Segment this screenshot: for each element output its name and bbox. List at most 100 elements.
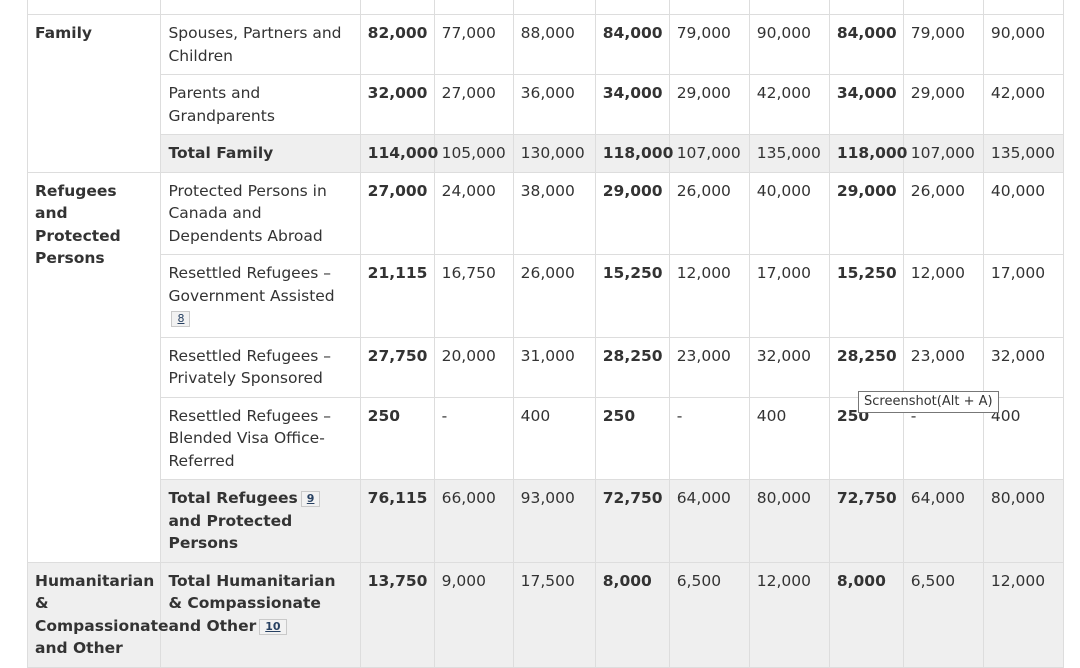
value-cell: 23,000 xyxy=(902,336,984,398)
value-cell: 17,000 xyxy=(982,254,1065,338)
row-label: Parents and Grandparents xyxy=(160,74,361,135)
value-cell: 32,000 xyxy=(359,74,435,135)
value-cell: 90,000 xyxy=(982,14,1065,75)
value-cell: 16,750 xyxy=(433,254,514,338)
value-cell: 84,000 xyxy=(594,14,670,75)
value-cell: 76,115 xyxy=(359,479,435,563)
value-cell: 6,500 xyxy=(902,561,984,668)
value-cell: 130,000 xyxy=(512,134,596,173)
value-cell: 105,000 xyxy=(433,134,514,173)
value-cell: 34,000 xyxy=(828,74,904,135)
value-cell: 42,000 xyxy=(748,74,830,135)
category-refugees: Refugees and Protected Persons xyxy=(26,171,162,563)
value-cell: 90,000 xyxy=(748,14,830,75)
total-label-text: Total Humanitarian & Compassionate and O… xyxy=(168,571,336,635)
value-cell: 12,000 xyxy=(748,561,830,668)
value-cell: 29,000 xyxy=(594,171,670,255)
table-row: Refugees and Protected Persons Protected… xyxy=(26,171,1065,563)
value-cell: 118,000 xyxy=(594,134,673,173)
row-label: Resettled Refugees – Blended Visa Office… xyxy=(160,396,361,480)
value-cell: - xyxy=(668,396,750,480)
total-label-part: and Protected Persons xyxy=(168,511,293,553)
value-cell: 80,000 xyxy=(748,479,830,563)
value-cell: 24,000 xyxy=(433,171,514,255)
value-cell: 42,000 xyxy=(982,74,1065,135)
row-label: Resettled Refugees – Privately Sponsored xyxy=(160,336,361,398)
total-row: Total Refugees 9 and Protected Persons 76,… xyxy=(28,479,1065,563)
value-cell: 107,000 xyxy=(668,134,750,173)
total-row: Total Family 114,000 105,000 130,000 118… xyxy=(28,134,1065,173)
value-cell: 400 xyxy=(748,396,830,480)
value-cell: 15,250 xyxy=(828,254,904,338)
row-label: Resettled Refugees – Government Assisted… xyxy=(160,254,361,338)
value-cell: 118,000 xyxy=(828,134,907,173)
total-row: Humanitarian & Compassionate and Other T… xyxy=(26,561,1065,668)
value-cell: 12,000 xyxy=(668,254,750,338)
value-cell: 400 xyxy=(512,396,596,480)
value-cell: 21,115 xyxy=(359,254,435,338)
category-humanitarian: Humanitarian & Compassionate and Other xyxy=(26,561,169,668)
value-cell: 93,000 xyxy=(512,479,596,563)
table-row: Family Spouses, Partners and Children 82… xyxy=(26,14,1065,173)
value-cell: 77,000 xyxy=(433,14,514,75)
value-cell: 88,000 xyxy=(512,14,596,75)
value-cell: 26,000 xyxy=(668,171,750,255)
table-row: Resettled Refugees – Government Assisted… xyxy=(28,254,1065,338)
immigration-levels-table: Family Spouses, Partners and Children 82… xyxy=(26,0,1065,668)
value-cell: 84,000 xyxy=(828,14,904,75)
value-cell: 32,000 xyxy=(748,336,830,398)
row-label-text: Resettled Refugees – Government Assisted xyxy=(168,264,335,305)
value-cell: 72,750 xyxy=(594,479,670,563)
total-label: Total Refugees 9 and Protected Persons xyxy=(160,479,361,563)
value-cell: 79,000 xyxy=(902,14,984,75)
value-cell: 107,000 xyxy=(902,134,984,173)
value-cell: 17,000 xyxy=(748,254,830,338)
value-cell: 27,750 xyxy=(359,336,435,398)
value-cell: 27,000 xyxy=(433,74,514,135)
value-cell: 12,000 xyxy=(982,561,1065,668)
value-cell: 64,000 xyxy=(668,479,750,563)
value-cell: 36,000 xyxy=(512,74,596,135)
value-cell: 72,750 xyxy=(828,479,904,563)
value-cell: 28,250 xyxy=(828,336,904,398)
value-cell: 27,000 xyxy=(359,171,435,255)
footnote-link[interactable]: 10 xyxy=(259,618,287,635)
table-row: Resettled Refugees – Privately Sponsored… xyxy=(28,336,1065,398)
value-cell: 34,000 xyxy=(594,74,670,135)
footnote-link[interactable]: 8 xyxy=(171,311,191,327)
value-cell: 8,000 xyxy=(828,561,904,668)
table-row: Resettled Refugees – Blended Visa Office… xyxy=(28,396,1065,480)
value-cell: 79,000 xyxy=(668,14,750,75)
value-cell: 64,000 xyxy=(902,479,984,563)
value-cell: 23,000 xyxy=(668,336,750,398)
table-body: Family Spouses, Partners and Children 82… xyxy=(26,0,1065,668)
value-cell: 26,000 xyxy=(902,171,984,255)
row-label: Protected Persons in Canada and Dependen… xyxy=(160,171,361,255)
total-label: Total Family xyxy=(160,134,361,173)
value-cell: - xyxy=(433,396,514,480)
value-cell: 29,000 xyxy=(902,74,984,135)
value-cell: 29,000 xyxy=(668,74,750,135)
total-label-part: Total Refugees xyxy=(168,489,298,507)
value-cell: 135,000 xyxy=(982,134,1065,173)
value-cell: 9,000 xyxy=(433,561,514,668)
value-cell: 12,000 xyxy=(902,254,984,338)
value-cell: 29,000 xyxy=(828,171,904,255)
value-cell: 17,500 xyxy=(512,561,596,668)
value-cell: 26,000 xyxy=(512,254,596,338)
value-cell: 114,000 xyxy=(359,134,438,173)
value-cell: 38,000 xyxy=(512,171,596,255)
value-cell: 13,750 xyxy=(359,561,435,668)
value-cell: 82,000 xyxy=(359,14,435,75)
footnote-link[interactable]: 9 xyxy=(300,491,321,507)
value-cell: 40,000 xyxy=(748,171,830,255)
value-cell: 250 xyxy=(359,396,435,480)
category-family: Family xyxy=(26,14,162,173)
total-label: Total Humanitarian & Compassionate and O… xyxy=(160,561,361,668)
value-cell: 15,250 xyxy=(594,254,670,338)
value-cell: 31,000 xyxy=(512,336,596,398)
row-label: Spouses, Partners and Children xyxy=(160,14,361,75)
value-cell: 20,000 xyxy=(433,336,514,398)
screenshot-tooltip: Screenshot(Alt + A) xyxy=(858,391,999,413)
value-cell: 28,250 xyxy=(594,336,670,398)
